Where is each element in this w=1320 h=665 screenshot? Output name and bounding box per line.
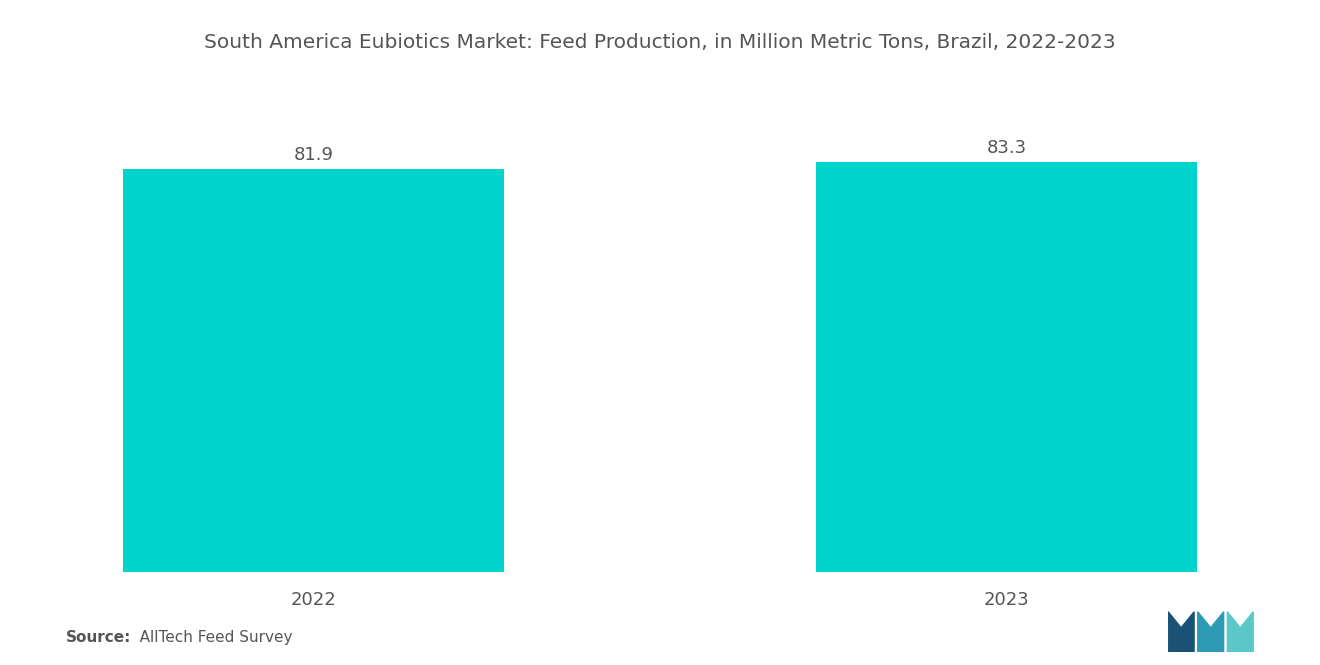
Text: 83.3: 83.3 — [986, 139, 1027, 157]
Text: AllTech Feed Survey: AllTech Feed Survey — [125, 630, 293, 645]
Text: South America Eubiotics Market: Feed Production, in Million Metric Tons, Brazil,: South America Eubiotics Market: Feed Pro… — [205, 33, 1115, 53]
Polygon shape — [1228, 612, 1253, 652]
Polygon shape — [1197, 612, 1224, 652]
Bar — [816, 162, 1197, 572]
Text: Source:: Source: — [66, 630, 132, 645]
Text: 81.9: 81.9 — [293, 146, 334, 164]
Bar — [123, 169, 504, 572]
Polygon shape — [1168, 612, 1195, 652]
